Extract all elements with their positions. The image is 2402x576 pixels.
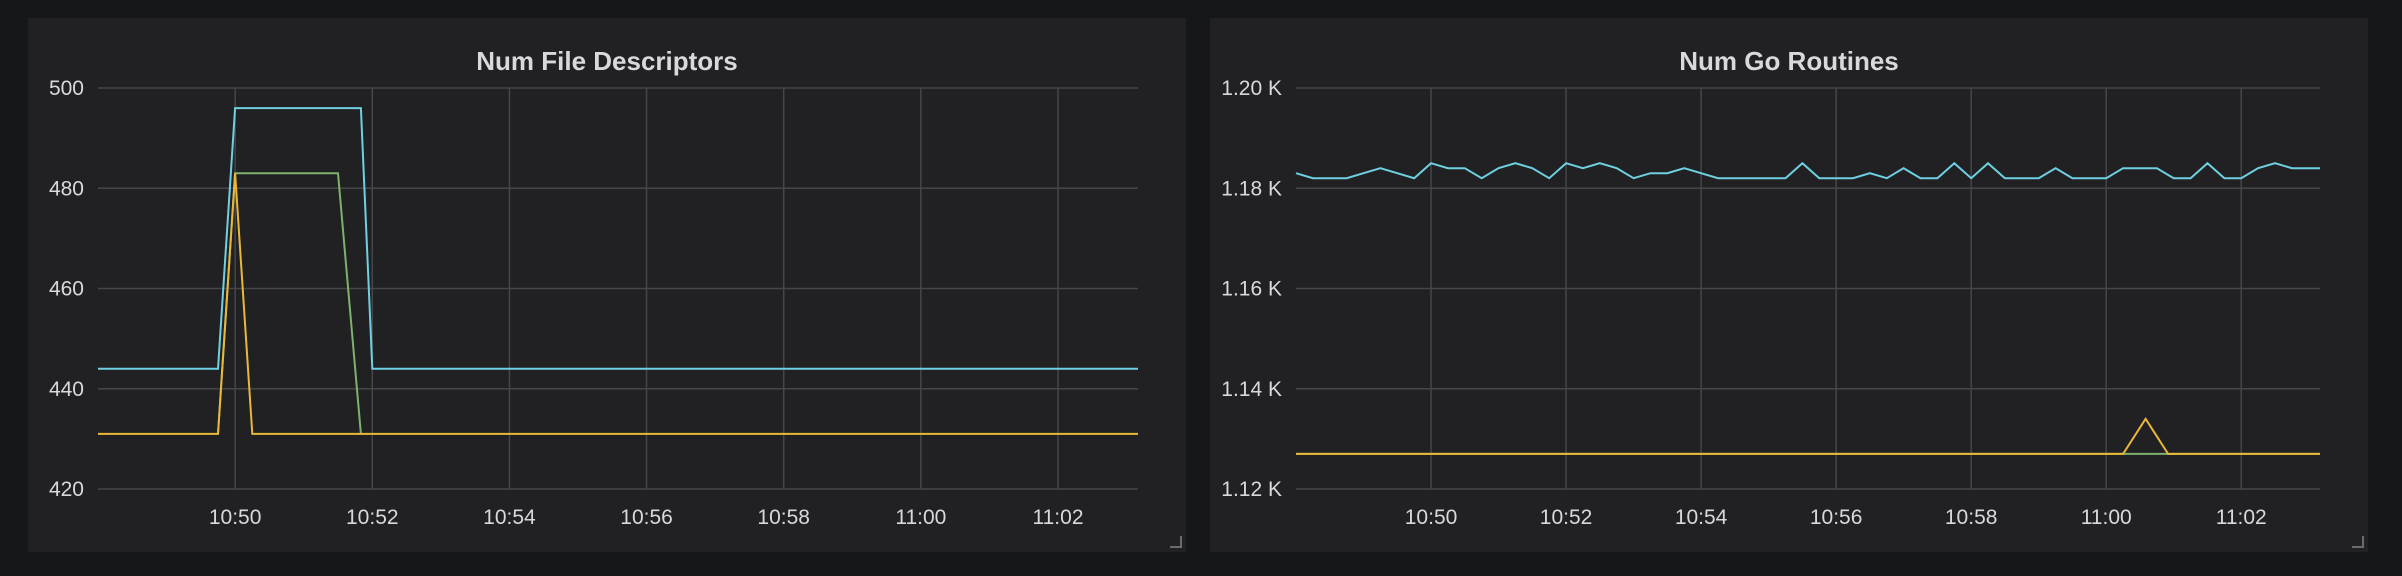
go-routines-panel: Num Go Routines 1.20 K 1.18 K 1.16 K 1.14 K… (1210, 18, 2368, 552)
series-line-3[interactable] (98, 173, 1138, 435)
resize-handle[interactable] (1170, 536, 1182, 548)
y-tick-label: 1.16 K (1221, 278, 1282, 301)
series-line-1[interactable] (1295, 161, 2320, 180)
file-descriptors-panel: Num File Descriptors 500 480 460 440 420 10:5… (28, 18, 1186, 552)
y-tick-label: 1.12 K (1221, 478, 1282, 501)
y-tick-label: 480 (49, 177, 84, 200)
y-tick-label: 500 (49, 77, 84, 100)
x-tick-label: 10:54 (1675, 506, 1728, 529)
x-tick-label: 10:52 (1540, 506, 1593, 529)
series-line-1[interactable] (98, 107, 1138, 370)
x-tick-label: 10:58 (757, 506, 810, 529)
y-tick-label: 1.18 K (1221, 177, 1282, 200)
go-routines-chart[interactable]: 1.20 K 1.18 K 1.16 K 1.14 K 1.12 K 10:50 10:52… (1210, 18, 2368, 552)
x-tick-label: 10:50 (1405, 506, 1458, 529)
series-line-2[interactable] (217, 172, 362, 434)
series-line-3[interactable] (1296, 416, 2320, 455)
file-descriptors-chart[interactable]: 500 480 460 440 420 10:50 10:52 10:54 10:56 10:58… (28, 18, 1186, 552)
x-tick-label: 11:00 (2081, 506, 2132, 529)
y-tick-label: 1.14 K (1221, 378, 1282, 401)
y-tick-label: 460 (49, 278, 84, 301)
panel-title[interactable]: Num File Descriptors (476, 46, 738, 76)
y-tick-label: 1.20 K (1221, 77, 1282, 100)
y-tick-label: 420 (49, 478, 84, 501)
x-tick-label: 11:00 (895, 506, 946, 529)
x-tick-label: 10:56 (1810, 506, 1863, 529)
x-tick-label: 10:50 (209, 506, 262, 529)
x-tick-label: 11:02 (1033, 506, 1084, 529)
x-tick-label: 11:02 (2216, 506, 2267, 529)
panel-title[interactable]: Num Go Routines (1679, 46, 1899, 76)
x-tick-label: 10:54 (483, 506, 536, 529)
y-tick-label: 440 (49, 378, 84, 401)
resize-handle[interactable] (2352, 536, 2364, 548)
x-tick-label: 10:58 (1945, 506, 1998, 529)
x-tick-label: 10:52 (346, 506, 399, 529)
x-tick-label: 10:56 (620, 506, 673, 529)
